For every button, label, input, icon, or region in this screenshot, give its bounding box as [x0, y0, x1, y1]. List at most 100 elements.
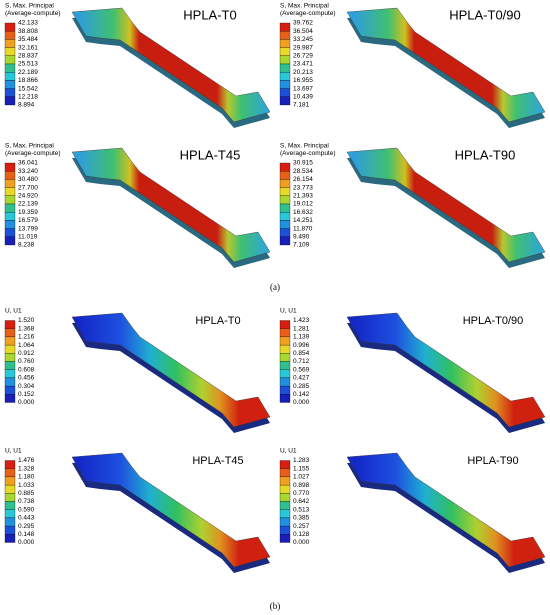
subplot: HPLA-T90 S, Max. Principal(Average-comput… [279, 143, 546, 268]
legend-swatch [279, 385, 291, 395]
legend-swatch [4, 476, 16, 486]
legend-value: 23.773 [293, 184, 313, 191]
legend-value: 0.304 [18, 383, 35, 390]
legend-value: 26.729 [293, 53, 313, 60]
legend-value: 7.109 [293, 242, 310, 249]
legend-value: 0.152 [18, 391, 35, 398]
legend-value: 19.359 [18, 209, 38, 216]
legend-swatch [4, 517, 16, 527]
legend-swatch [279, 501, 291, 510]
legend-swatch [4, 377, 16, 387]
legend-value: 0.128 [293, 531, 310, 538]
legend-swatch [4, 320, 16, 329]
legend-value: 38.808 [18, 28, 38, 35]
legend-value: 1.368 [18, 325, 35, 332]
legend-swatch [279, 344, 291, 354]
legend-swatch [279, 369, 291, 379]
legend-swatch [279, 377, 291, 387]
legend-swatch [4, 171, 16, 180]
legend-value: 18.866 [18, 77, 38, 84]
legend-swatch [279, 517, 291, 527]
caption: (b) [270, 601, 281, 611]
legend-swatch [279, 195, 291, 205]
legend-swatch [4, 468, 16, 478]
legend-value: 0.456 [18, 375, 35, 382]
legend-value: 23.471 [293, 61, 313, 68]
legend-value: 1.027 [293, 474, 310, 481]
legend-value: 20.213 [293, 69, 313, 76]
legend-swatch [4, 55, 16, 65]
legend-swatch [279, 55, 291, 65]
legend-header: S, Max. Principal [280, 3, 329, 10]
legend-header: U, U1 [5, 308, 22, 315]
legend-value: 0.854 [293, 350, 310, 357]
legend-swatch [4, 47, 16, 56]
legend-value: 25.513 [18, 61, 38, 68]
subplot-title: HPLA-T45 [180, 147, 241, 162]
legend-value: 0.000 [293, 399, 310, 406]
legend-swatch [4, 369, 16, 379]
legend-swatch [4, 493, 16, 502]
legend-value: 0.427 [293, 375, 310, 382]
legend-value: 1.139 [293, 334, 310, 341]
legend-value: 13.697 [293, 85, 313, 92]
legend-value: 26.154 [293, 176, 313, 183]
legend-value: 0.285 [293, 383, 310, 390]
legend-value: 13.799 [18, 225, 38, 232]
legend-value: 0.712 [293, 358, 310, 365]
specimen [71, 147, 271, 263]
legend-header: (Average-compute) [5, 10, 61, 17]
legend-swatch [279, 460, 291, 469]
legend-swatch [279, 493, 291, 502]
legend-swatch [279, 336, 291, 346]
legend-value: 0.590 [18, 506, 35, 513]
legend-value: 28.534 [293, 168, 313, 175]
legend-value: 0.385 [293, 515, 310, 522]
legend-swatch [279, 236, 291, 246]
legend-swatch [279, 220, 291, 229]
legend-swatch [279, 80, 291, 89]
legend-value: 11.870 [293, 225, 313, 232]
specimen [71, 312, 271, 428]
legend-swatch [4, 72, 16, 81]
specimen [71, 7, 271, 123]
legend-value: 28.837 [18, 53, 38, 60]
legend-header: U, U1 [5, 448, 22, 455]
legend-swatch [279, 212, 291, 221]
subplot: HPLA-T0/90 S, Max. Principal(Average-comp… [279, 3, 546, 128]
legend-value: 1.476 [18, 457, 35, 464]
legend-swatch [4, 328, 16, 338]
subplot-title: HPLA-T0 [183, 7, 236, 22]
legend-swatch [4, 212, 16, 221]
legend-value: 24.920 [18, 193, 38, 200]
legend-swatch [4, 187, 16, 196]
legend-header: U, U1 [280, 308, 297, 315]
legend-swatch [279, 96, 291, 106]
legend-swatch [4, 460, 16, 469]
legend-value: 30.915 [293, 160, 313, 167]
legend-header: (Average-compute) [5, 150, 61, 157]
legend-value: 32.161 [18, 44, 38, 51]
legend-header: S, Max. Principal [280, 143, 329, 150]
legend-value: 0.142 [293, 391, 310, 398]
legend-swatch [4, 220, 16, 229]
legend-value: 0.760 [18, 358, 35, 365]
legend-swatch [4, 162, 16, 172]
legend-value: 35.484 [18, 36, 38, 43]
legend-value: 14.251 [293, 217, 313, 224]
specimen [346, 7, 546, 123]
legend-swatch [279, 63, 291, 73]
legend-swatch [4, 203, 16, 213]
subplot-title: HPLA-T0 [195, 315, 240, 327]
legend-swatch [4, 228, 16, 237]
legend-swatch [279, 328, 291, 338]
legend-value: 0.642 [293, 498, 310, 505]
legend-value: 1.033 [18, 482, 35, 489]
legend-value: 0.148 [18, 531, 35, 538]
legend-value: 1.281 [293, 325, 310, 332]
legend-swatch [279, 468, 291, 478]
legend-value: 42.133 [18, 20, 38, 27]
